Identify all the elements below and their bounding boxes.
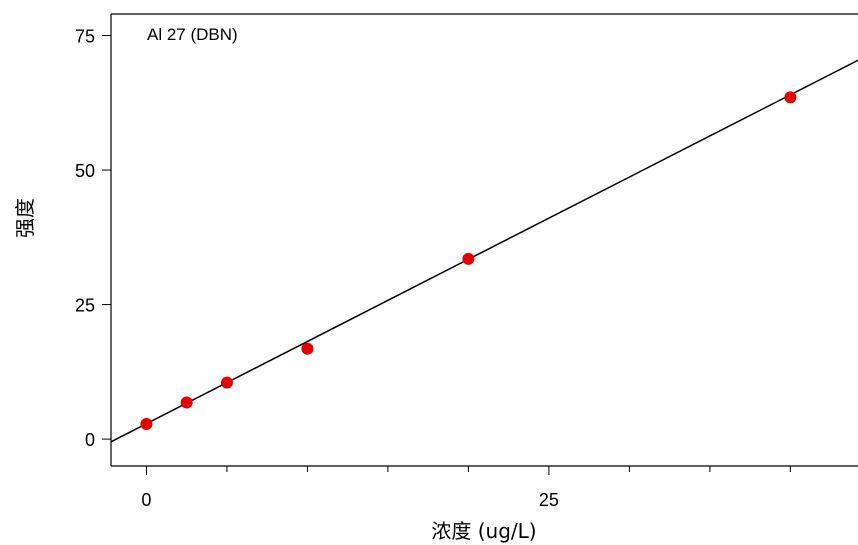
data-points [140,91,797,431]
fit-line [110,59,858,443]
fit-line-layer [110,59,858,443]
x-tick-label: 0 [141,490,151,510]
y-axis-title: 强度 [13,198,37,238]
data-point [462,252,475,265]
y-tick-label: 0 [85,430,95,450]
y-tick-label: 25 [75,296,95,316]
x-axis-title: 浓度 (ug/L) [431,519,536,543]
data-point [140,418,153,431]
data-point [180,396,193,409]
data-point [301,342,314,355]
plot-frame [110,13,858,467]
series-annotation: Al 27 (DBN) [147,25,238,44]
axis-ticks: 0 25 50 75 0 25 [75,27,791,510]
y-tick-label: 75 [75,27,95,47]
data-point [220,376,233,389]
data-point [784,91,797,104]
x-tick-label: 25 [539,490,559,510]
y-tick-label: 50 [75,161,95,181]
